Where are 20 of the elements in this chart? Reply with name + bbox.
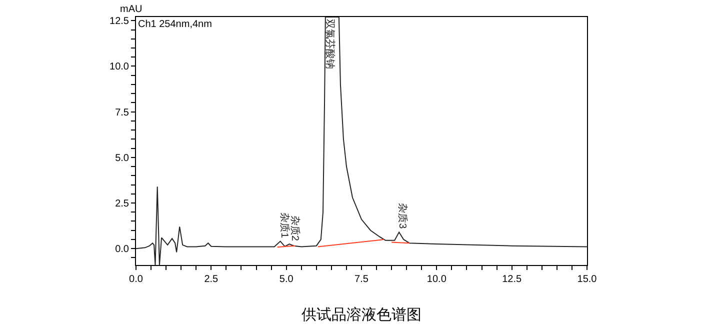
x-tick-label: 15.0	[577, 274, 598, 285]
y-tick-label: 5.0	[115, 152, 130, 164]
annotation: 双氯芬酸钠	[324, 19, 336, 70]
y-tick-label: 7.5	[115, 107, 130, 118]
y-tick-label: 2.5	[115, 198, 130, 210]
annotation: Ch1 254nm,4nm	[138, 19, 212, 30]
y-tick-label: 10.0	[110, 62, 130, 73]
x-tick-label: 10.0	[426, 274, 447, 285]
x-tick-label: 12.5	[502, 274, 522, 285]
y-tick-label: 12.5	[110, 16, 130, 28]
x-tick-label: 5.0	[279, 274, 294, 285]
annotation: 杂质1	[278, 212, 290, 238]
y-tick-label: 0.0	[115, 244, 130, 256]
x-tick-label: 0.0	[129, 274, 144, 285]
x-tick-label: 7.5	[354, 274, 369, 285]
text: 供试品溶液色谱图	[302, 306, 422, 324]
annotation: 杂质3	[396, 203, 408, 230]
annotation: 杂质2	[288, 215, 301, 242]
x-tick-label: 2.5	[204, 274, 219, 285]
y-axis-title: mAU	[120, 4, 142, 15]
